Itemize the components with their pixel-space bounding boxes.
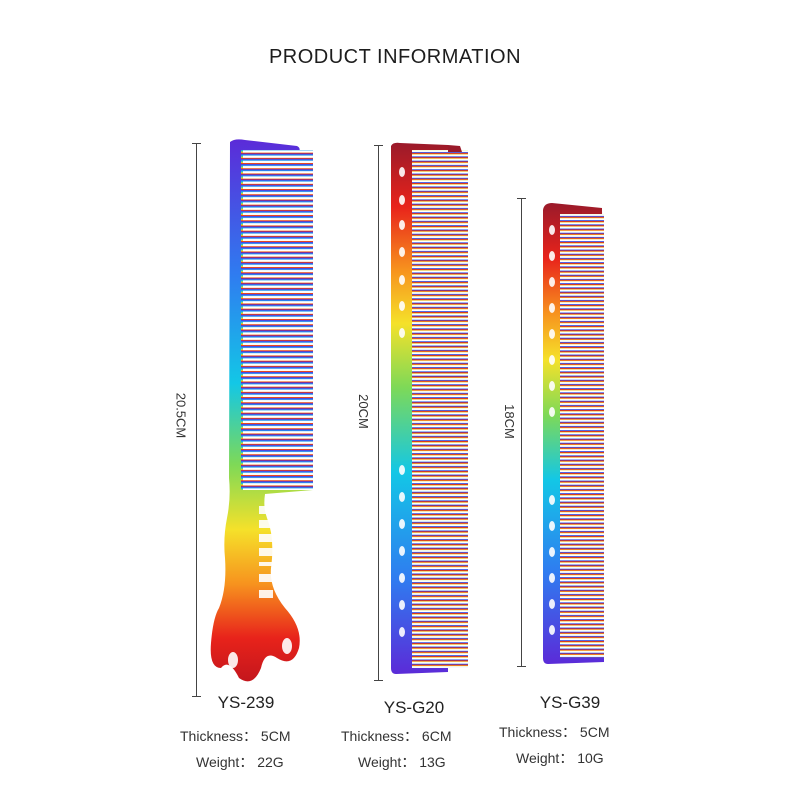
thickness-row: Thickness： 6CM — [341, 726, 451, 746]
weight-label: Weight： — [358, 754, 416, 770]
thickness-label: Thickness： — [180, 728, 258, 744]
comb-image-ys-239 — [210, 139, 313, 682]
weight-label: Weight： — [516, 750, 574, 766]
length-dimension-line — [196, 143, 197, 696]
thickness-value: 5CM — [260, 728, 291, 744]
weight-value: 22G — [257, 754, 284, 770]
page-title: PRODUCT INFORMATION — [268, 46, 522, 68]
length-dimension-tick-top — [517, 198, 526, 199]
weight-label: Weight： — [196, 754, 254, 770]
weight-value: 13G — [419, 754, 446, 770]
weight-row: Weight： 13G — [358, 752, 446, 772]
length-dimension-tick-bottom — [192, 696, 201, 697]
thickness-value: 5CM — [579, 724, 610, 740]
length-label: 20CM — [355, 394, 371, 429]
length-dimension-tick-top — [374, 145, 383, 146]
length-label: 20.5CM — [173, 392, 189, 439]
length-dimension-line — [378, 145, 379, 680]
thickness-row: Thickness： 5CM — [499, 722, 609, 742]
length-dimension-tick-top — [192, 143, 201, 144]
length-dimension-tick-bottom — [374, 680, 383, 681]
comb-image-ys-g39 — [543, 203, 604, 664]
weight-row: Weight： 10G — [516, 748, 604, 768]
comb-image-ys-g20 — [391, 142, 468, 675]
weight-value: 10G — [577, 750, 604, 766]
model-name: YS-G39 — [539, 693, 601, 712]
thickness-value: 6CM — [421, 728, 452, 744]
length-dimension-line — [521, 198, 522, 666]
thickness-label: Thickness： — [499, 724, 577, 740]
length-label: 18CM — [501, 404, 517, 439]
thickness-label: Thickness： — [341, 728, 419, 744]
weight-row: Weight： 22G — [196, 752, 284, 772]
model-name: YS-239 — [217, 693, 275, 712]
length-dimension-tick-bottom — [517, 666, 526, 667]
thickness-row: Thickness： 5CM — [180, 726, 290, 746]
model-name: YS-G20 — [383, 698, 445, 717]
